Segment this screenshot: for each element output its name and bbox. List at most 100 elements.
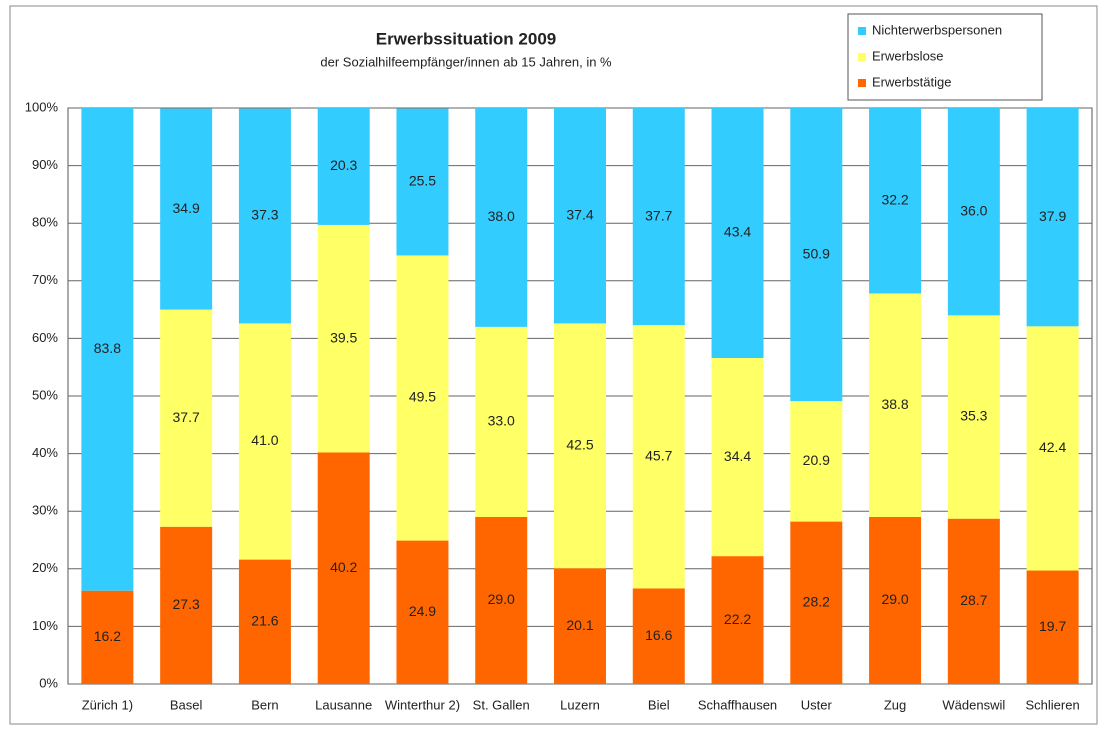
bar-segment: [1026, 108, 1079, 327]
data-label: 38.0: [488, 208, 515, 224]
bar-segment: [475, 516, 528, 684]
bar-segment: [160, 309, 213, 527]
data-label: 37.3: [251, 207, 278, 223]
y-tick-label: 70%: [32, 272, 58, 287]
data-label: 16.6: [645, 627, 672, 643]
data-label: 40.2: [330, 559, 357, 575]
y-tick-label: 40%: [32, 445, 58, 460]
data-label: 37.7: [645, 207, 672, 223]
y-tick-label: 90%: [32, 157, 58, 172]
data-label: 20.3: [330, 157, 357, 173]
bar-segment: [396, 255, 449, 541]
legend-label: Nichterwerbspersonen: [872, 22, 1002, 37]
legend-label: Erwerbstätige: [872, 74, 951, 89]
bar-segment: [81, 590, 134, 684]
bar-segment: [238, 108, 291, 324]
bar-segment: [869, 108, 922, 294]
bar-segment: [317, 108, 370, 225]
bar-segment: [317, 452, 370, 684]
bar-segment: [790, 108, 843, 402]
bar-segment: [632, 325, 685, 589]
x-tick-label: Wädenswil: [942, 697, 1005, 712]
bar-segment: [160, 526, 213, 684]
y-tick-label: 80%: [32, 215, 58, 230]
bar-segment: [632, 108, 685, 326]
x-tick-label: Uster: [801, 697, 833, 712]
bar-segment: [475, 108, 528, 327]
data-label: 28.7: [960, 592, 987, 608]
bar-segment: [711, 556, 764, 684]
data-label: 38.8: [881, 396, 908, 412]
x-tick-label: Zürich 1): [82, 697, 133, 712]
bar-segment: [711, 108, 764, 358]
y-tick-label: 100%: [25, 99, 59, 114]
data-label: 37.7: [173, 409, 200, 425]
data-label: 25.5: [409, 173, 436, 189]
bar-segment: [81, 108, 134, 591]
y-tick-label: 20%: [32, 560, 58, 575]
y-tick-label: 60%: [32, 330, 58, 345]
bar-segment: [790, 521, 843, 684]
bar-segment: [160, 108, 213, 310]
bar-segment: [238, 323, 291, 560]
legend-swatch: [858, 27, 866, 35]
data-label: 21.6: [251, 612, 278, 628]
y-tick-label: 10%: [32, 618, 58, 633]
bar-segment: [632, 588, 685, 684]
bar-segment: [1026, 570, 1079, 684]
data-label: 24.9: [409, 603, 436, 619]
bar-segment: [947, 518, 1000, 684]
legend-label: Erwerbslose: [872, 48, 944, 63]
data-label: 42.5: [566, 437, 593, 453]
chart-subtitle: der Sozialhilfeempfänger/innen ab 15 Jah…: [320, 54, 612, 69]
data-label: 43.4: [724, 224, 751, 240]
bar-segment: [869, 516, 922, 684]
data-label: 22.2: [724, 611, 751, 627]
data-label: 36.0: [960, 202, 987, 218]
x-tick-label: Schlieren: [1026, 697, 1080, 712]
legend-swatch: [858, 79, 866, 87]
chart-title: Erwerbssituation 2009: [376, 29, 556, 48]
bar-segment: [1026, 326, 1079, 571]
bar-segment: [396, 540, 449, 684]
y-tick-label: 0%: [39, 675, 58, 690]
bar-segment: [238, 559, 291, 684]
bar-segment: [554, 323, 606, 569]
x-tick-label: Bern: [251, 697, 278, 712]
bar-segment: [396, 108, 449, 256]
data-label: 16.2: [94, 628, 121, 644]
bar-segment: [475, 326, 528, 517]
bar-segment: [947, 108, 1000, 316]
x-tick-label: St. Gallen: [473, 697, 530, 712]
x-tick-label: Zug: [884, 697, 906, 712]
data-label: 35.3: [960, 408, 987, 424]
data-label: 83.8: [94, 340, 121, 356]
bar-segment: [554, 568, 606, 684]
x-tick-label: Luzern: [560, 697, 600, 712]
x-tick-label: Schaffhausen: [698, 697, 777, 712]
data-label: 45.7: [645, 447, 672, 463]
data-label: 29.0: [488, 591, 515, 607]
data-label: 33.0: [488, 413, 515, 429]
data-label: 41.0: [251, 432, 278, 448]
data-label: 37.9: [1039, 208, 1066, 224]
bar-segment: [869, 293, 922, 517]
legend-box: [847, 13, 1043, 101]
y-tick-label: 30%: [32, 503, 58, 518]
data-label: 20.9: [803, 452, 830, 468]
data-label: 50.9: [803, 245, 830, 261]
x-tick-label: Lausanne: [315, 697, 372, 712]
x-tick-label: Biel: [648, 697, 670, 712]
bar-segment: [317, 224, 370, 453]
x-tick-label: Winterthur 2): [385, 697, 460, 712]
bar-segment: [790, 401, 843, 522]
legend-swatch: [858, 53, 866, 61]
bar-segment: [554, 108, 606, 324]
data-label: 32.2: [881, 191, 908, 207]
data-label: 20.1: [566, 617, 593, 633]
x-tick-label: Basel: [170, 697, 203, 712]
bar-segment: [711, 357, 764, 557]
data-label: 28.2: [803, 593, 830, 609]
data-label: 34.9: [173, 200, 200, 216]
